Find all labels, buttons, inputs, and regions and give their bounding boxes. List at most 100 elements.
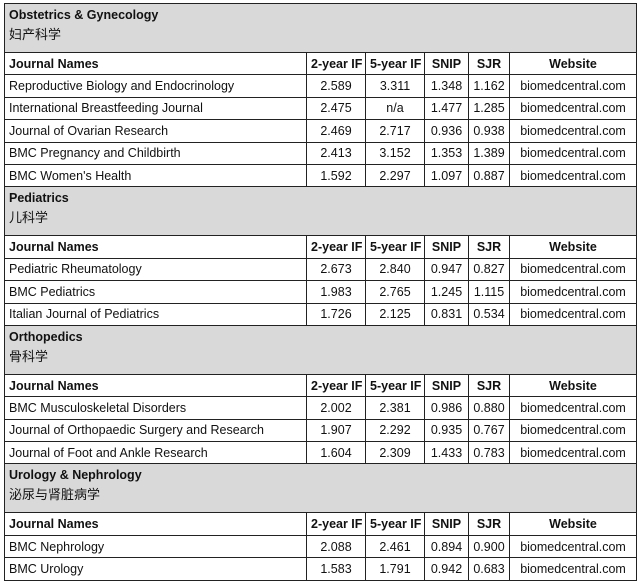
metric: 1.348 — [424, 74, 469, 98]
metric: 2.717 — [365, 119, 425, 143]
website: biomedcentral.com — [508, 119, 638, 143]
journal-name: Journal of Ovarian Research — [4, 119, 307, 143]
metric: 2.475 — [306, 96, 366, 121]
metric: 2.309 — [365, 441, 425, 465]
header-row: Journal Names 2-year IF 5-year IF SNIP SJR We… — [4, 373, 638, 398]
metric: 1.353 — [424, 141, 469, 165]
metric: 0.887 — [468, 163, 510, 188]
website: biomedcentral.com — [508, 74, 638, 98]
column-header: SJR — [468, 235, 510, 259]
data-row: International Breastfeeding Journal 2.475… — [4, 96, 638, 121]
section-cell: Urology & Nephrology 泌尿与肾脏病学 — [3, 463, 638, 514]
website: biomedcentral.com — [508, 280, 638, 304]
data-row: BMC Musculoskeletal Disorders 2.002 2.381 0… — [4, 396, 638, 420]
column-header: Website — [508, 512, 638, 536]
column-header: 5-year IF — [365, 512, 425, 536]
metric: n/a — [365, 96, 425, 121]
section-row: Obstetrics & Gynecology 妇产科学 — [3, 3, 638, 53]
data-row: Reproductive Biology and Endocrinology 2.… — [4, 74, 638, 98]
metric: 1.907 — [306, 418, 366, 443]
metric: 1.604 — [306, 441, 366, 465]
journal-name: BMC Women's Health — [4, 163, 307, 188]
website: biomedcentral.com — [508, 141, 638, 165]
column-header: 2-year IF — [306, 512, 366, 536]
column-header: 5-year IF — [365, 51, 425, 76]
website: biomedcentral.com — [508, 534, 638, 559]
section-subtitle: 儿科学 — [9, 210, 49, 226]
metric: 0.936 — [424, 119, 469, 143]
journal-name: BMC Pregnancy and Childbirth — [4, 141, 307, 165]
metric: 1.592 — [306, 163, 366, 188]
metric: 2.673 — [306, 257, 366, 282]
website: biomedcentral.com — [508, 96, 638, 121]
metric: 0.894 — [424, 534, 469, 559]
metric: 2.589 — [306, 74, 366, 98]
data-row: Pediatric Rheumatology 2.673 2.840 0.947 0.8… — [4, 257, 638, 282]
metric: 2.002 — [306, 396, 366, 420]
journal-name: Pediatric Rheumatology — [4, 257, 307, 282]
column-header: Journal Names — [4, 373, 307, 398]
website: biomedcentral.com — [508, 257, 638, 282]
column-header: 5-year IF — [365, 373, 425, 398]
column-header: Website — [508, 373, 638, 398]
metric: 3.311 — [365, 74, 425, 98]
journal-name: Journal of Orthopaedic Surgery and Resea… — [4, 418, 307, 443]
section-subtitle: 泌尿与肾脏病学 — [9, 487, 101, 503]
metric: 1.245 — [424, 280, 469, 304]
website: biomedcentral.com — [508, 418, 638, 443]
journal-name: Reproductive Biology and Endocrinology — [4, 74, 307, 98]
page: Obstetrics & Gynecology 妇产科学 Journal Names… — [3, 3, 638, 581]
data-row: BMC Pediatrics 1.983 2.765 1.245 1.115 biomed… — [4, 280, 638, 304]
journal-name: International Breastfeeding Journal — [4, 96, 307, 121]
metric: 1.162 — [468, 74, 510, 98]
section-cell: Pediatrics 儿科学 — [3, 186, 638, 237]
header-row: Journal Names 2-year IF 5-year IF SNIP SJR We… — [4, 235, 638, 259]
column-header: SNIP — [424, 373, 469, 398]
metric: 2.765 — [365, 280, 425, 304]
data-row: Italian Journal of Pediatrics 1.726 2.125 0… — [4, 302, 638, 326]
section-row: Urology & Nephrology 泌尿与肾脏病学 — [3, 463, 638, 514]
metric: 3.152 — [365, 141, 425, 165]
metric: 0.935 — [424, 418, 469, 443]
column-header: Website — [508, 235, 638, 259]
data-row: Journal of Foot and Ankle Research 1.604 2… — [4, 441, 638, 465]
metric: 1.285 — [468, 96, 510, 121]
metric: 2.381 — [365, 396, 425, 420]
metric: 1.726 — [306, 302, 366, 326]
column-header: 2-year IF — [306, 51, 366, 76]
metric: 2.088 — [306, 534, 366, 559]
section-cell: Obstetrics & Gynecology 妇产科学 — [3, 3, 638, 53]
column-header: SNIP — [424, 235, 469, 259]
section-cell: Orthopedics 骨科学 — [3, 324, 638, 375]
journal-table: Obstetrics & Gynecology 妇产科学 Journal Names… — [3, 3, 638, 581]
metric: 0.986 — [424, 396, 469, 420]
section-title: Orthopedics — [9, 329, 83, 344]
column-header: 2-year IF — [306, 373, 366, 398]
metric: 2.413 — [306, 141, 366, 165]
column-header: 2-year IF — [306, 235, 366, 259]
data-row: Journal of Orthopaedic Surgery and Resea… — [4, 418, 638, 443]
website: biomedcentral.com — [508, 302, 638, 326]
data-row: BMC Women's Health 1.592 2.297 1.097 0.887 bi… — [4, 163, 638, 188]
metric: 2.469 — [306, 119, 366, 143]
metric: 1.097 — [424, 163, 469, 188]
journal-name: BMC Musculoskeletal Disorders — [4, 396, 307, 420]
website: biomedcentral.com — [508, 441, 638, 465]
section-title: Obstetrics & Gynecology — [9, 8, 159, 22]
metric: 0.767 — [468, 418, 510, 443]
metric: 0.880 — [468, 396, 510, 420]
data-row: BMC Pregnancy and Childbirth 2.413 3.152 1.… — [4, 141, 638, 165]
column-header: Website — [508, 51, 638, 76]
data-row: BMC Nephrology 2.088 2.461 0.894 0.900 biomed… — [4, 534, 638, 559]
column-header: SJR — [468, 373, 510, 398]
data-row: Journal of Ovarian Research 2.469 2.717 0.9… — [4, 119, 638, 143]
website: biomedcentral.com — [508, 163, 638, 188]
column-header: SJR — [468, 512, 510, 536]
header-row: Journal Names 2-year IF 5-year IF SNIP SJR We… — [4, 51, 638, 76]
column-header: SJR — [468, 51, 510, 76]
section-row: Pediatrics 儿科学 — [3, 186, 638, 237]
metric: 0.534 — [468, 302, 510, 326]
metric: 0.938 — [468, 119, 510, 143]
metric: 1.983 — [306, 280, 366, 304]
header-row: Journal Names 2-year IF 5-year IF SNIP SJR We… — [4, 512, 638, 536]
